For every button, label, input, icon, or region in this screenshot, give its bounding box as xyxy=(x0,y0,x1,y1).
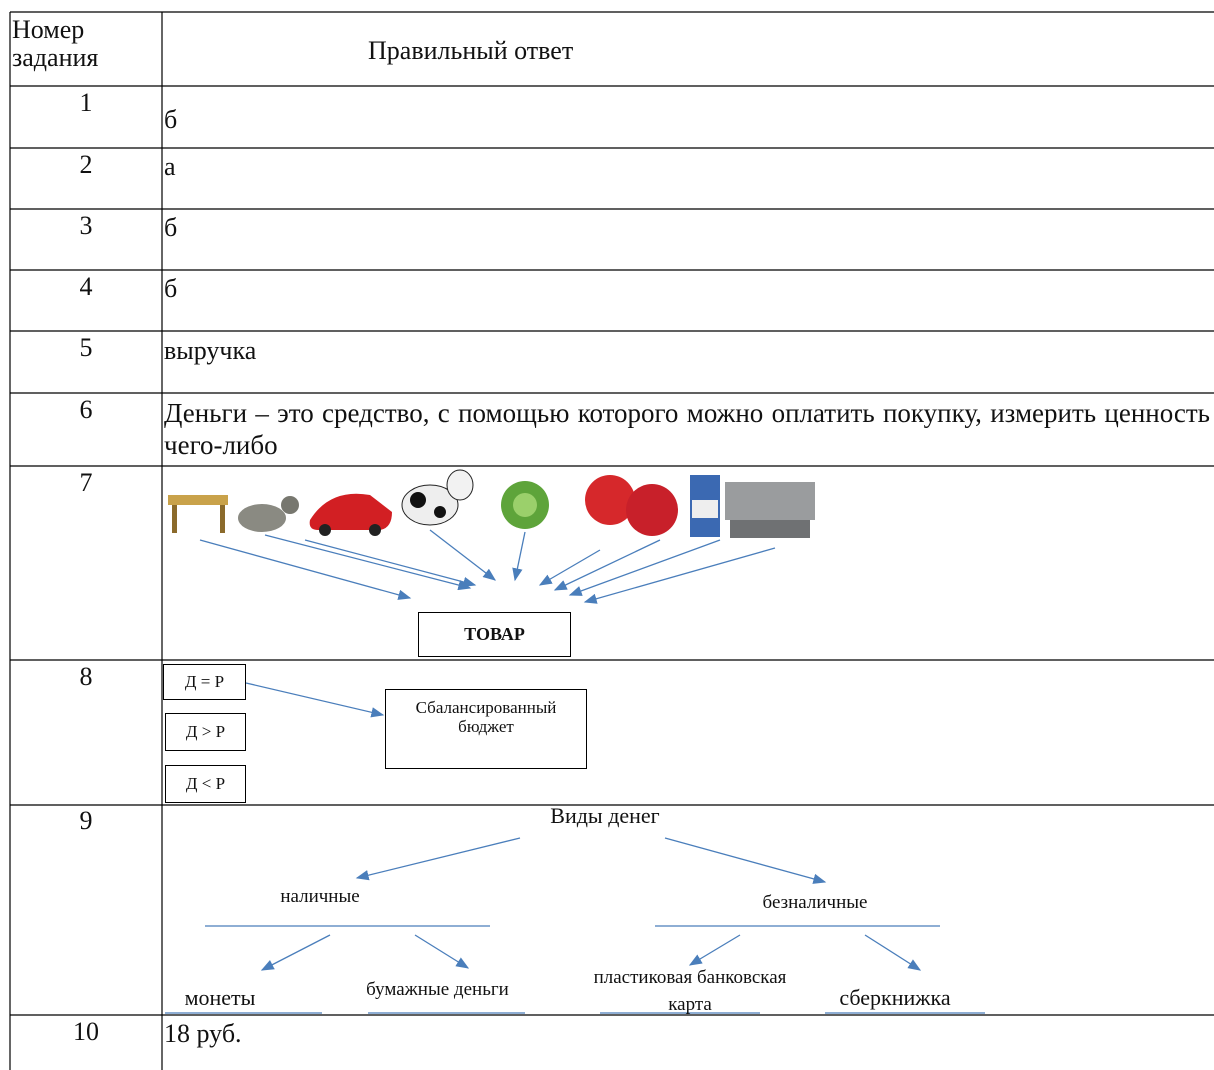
table-borders xyxy=(9,11,1214,1070)
answer: 18 руб. xyxy=(164,1019,242,1048)
underlines xyxy=(165,925,985,1014)
row-number: 4 xyxy=(79,272,93,301)
tree-branch: безналичные xyxy=(762,892,868,913)
answer: а xyxy=(164,152,176,181)
row-number: 10 xyxy=(73,1017,99,1046)
goods-box: ТОВАР xyxy=(418,612,571,657)
tree-leaf: пластиковая банковская карта xyxy=(593,967,787,1015)
row-number: 5 xyxy=(79,333,93,362)
row-number: 1 xyxy=(79,88,93,117)
answer: Деньги – это средство, с помощью которог… xyxy=(164,398,1210,460)
row-number: 7 xyxy=(79,468,93,497)
tree-leaf: монеты xyxy=(184,985,256,1010)
tree-root: Виды денег xyxy=(550,803,660,828)
answer: б xyxy=(164,105,178,134)
answer: выручка xyxy=(164,336,257,365)
tree-leaf: сберкнижка xyxy=(839,985,951,1010)
row-number: 2 xyxy=(79,150,93,179)
row-number: 3 xyxy=(79,211,93,240)
row-number: 9 xyxy=(79,806,93,835)
row-number: 8 xyxy=(79,662,93,691)
answer: б xyxy=(164,213,178,242)
row-number: 6 xyxy=(79,395,93,424)
option-box: Д < Р xyxy=(165,765,246,803)
option-box: Д > Р xyxy=(165,713,246,751)
goods-arrows xyxy=(199,529,776,604)
tree-leaf: бумажные деньги xyxy=(366,979,509,1000)
header-number: Номер задания xyxy=(12,15,99,72)
option-box: Д = Р xyxy=(163,664,246,700)
tree-branch: наличные xyxy=(280,886,360,907)
header-answer: Правильный ответ xyxy=(368,36,574,65)
goods-pictures xyxy=(168,469,815,538)
target-box: Сбалансированный бюджет xyxy=(385,689,587,769)
diagram-arrows xyxy=(245,682,922,971)
answer: б xyxy=(164,274,178,303)
